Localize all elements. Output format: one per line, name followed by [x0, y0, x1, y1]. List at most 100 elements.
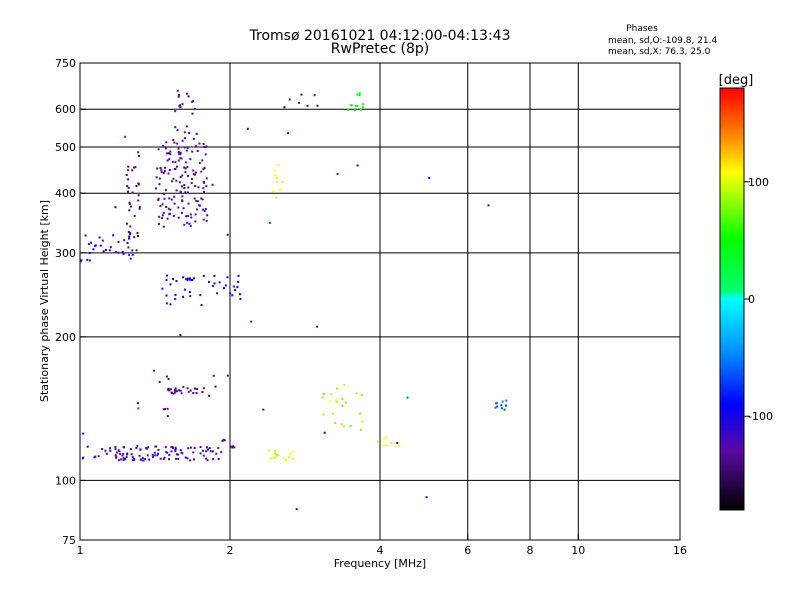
data-point — [176, 165, 178, 168]
data-point — [189, 295, 192, 298]
data-point — [136, 231, 139, 234]
data-point — [137, 407, 140, 410]
data-point — [383, 437, 386, 440]
data-point — [501, 407, 504, 410]
data-point — [159, 457, 162, 460]
data-point — [137, 194, 140, 197]
data-point — [183, 131, 186, 134]
data-point — [185, 125, 188, 128]
data-point — [94, 455, 97, 458]
data-point — [206, 459, 209, 462]
data-point — [183, 166, 186, 169]
data-point — [157, 148, 160, 151]
data-point — [181, 174, 184, 177]
data-point — [390, 442, 393, 445]
data-point — [222, 438, 225, 441]
data-point — [202, 187, 205, 190]
data-point — [173, 389, 176, 392]
data-point — [174, 167, 177, 170]
data-point — [217, 447, 220, 450]
grid-lines — [80, 63, 680, 540]
data-point — [109, 246, 112, 249]
data-point — [135, 185, 138, 187]
data-point — [151, 455, 154, 458]
data-point — [321, 396, 324, 399]
data-point — [187, 202, 190, 205]
data-point — [155, 445, 158, 448]
data-point — [287, 456, 290, 459]
data-point — [202, 387, 205, 390]
data-point — [158, 183, 161, 186]
data-point — [273, 169, 276, 172]
data-point — [205, 145, 208, 148]
data-point — [487, 204, 490, 207]
data-point — [118, 450, 121, 453]
data-point — [193, 197, 196, 200]
data-point — [186, 146, 189, 149]
data-point — [174, 387, 177, 390]
data-point — [164, 147, 167, 150]
data-point — [158, 177, 161, 180]
data-point — [199, 452, 202, 455]
data-point — [165, 279, 168, 281]
data-point — [218, 281, 221, 284]
data-point — [179, 153, 182, 156]
cluster-isolated-points — [79, 127, 490, 511]
y-axis-label: Stationary phase Virtual Height [km] — [38, 200, 51, 402]
data-point — [183, 137, 186, 140]
data-point — [131, 456, 134, 459]
data-point — [136, 402, 139, 405]
data-point — [138, 154, 141, 157]
data-point — [198, 162, 201, 165]
data-point — [80, 259, 83, 262]
data-point — [184, 161, 187, 164]
data-point — [275, 196, 278, 199]
cluster-upper-x-mode-600 — [283, 93, 319, 109]
data-point — [123, 446, 125, 449]
data-point — [282, 457, 285, 460]
chart-title-line1: Tromsø 20161021 04:12:00-04:13:43 — [249, 28, 511, 44]
stats-line1: mean, sd,O:-109.8, 21.4 — [608, 36, 718, 46]
data-point — [147, 446, 150, 449]
data-point — [168, 453, 171, 456]
data-point — [186, 279, 189, 282]
data-point — [114, 448, 117, 451]
data-point — [104, 249, 107, 251]
data-point — [341, 397, 344, 400]
data-point — [141, 457, 144, 459]
data-point — [292, 450, 295, 453]
data-point — [170, 198, 173, 201]
data-point — [179, 449, 182, 452]
data-point — [198, 142, 201, 145]
data-point — [109, 449, 112, 452]
data-point — [131, 249, 134, 252]
data-point — [195, 132, 198, 135]
data-point — [193, 173, 196, 176]
data-point — [175, 453, 178, 456]
data-point — [169, 150, 172, 153]
data-point — [274, 174, 277, 177]
data-point — [183, 187, 186, 190]
data-point — [157, 197, 160, 200]
data-point — [200, 304, 203, 307]
data-point — [198, 204, 201, 207]
data-point — [236, 286, 239, 289]
data-point — [200, 197, 203, 200]
data-point — [155, 187, 157, 190]
data-point — [167, 172, 170, 175]
data-point — [496, 401, 498, 404]
data-point — [274, 450, 277, 452]
data-point — [275, 177, 278, 179]
data-point — [126, 222, 128, 225]
data-point — [186, 191, 189, 194]
data-point — [174, 298, 177, 301]
data-point — [359, 108, 362, 111]
data-point — [205, 450, 208, 453]
data-point — [186, 387, 189, 390]
data-point — [130, 453, 133, 456]
data-point — [425, 496, 428, 499]
data-point — [171, 447, 174, 450]
data-point — [131, 169, 134, 172]
data-point — [361, 420, 364, 423]
data-point — [122, 457, 125, 460]
